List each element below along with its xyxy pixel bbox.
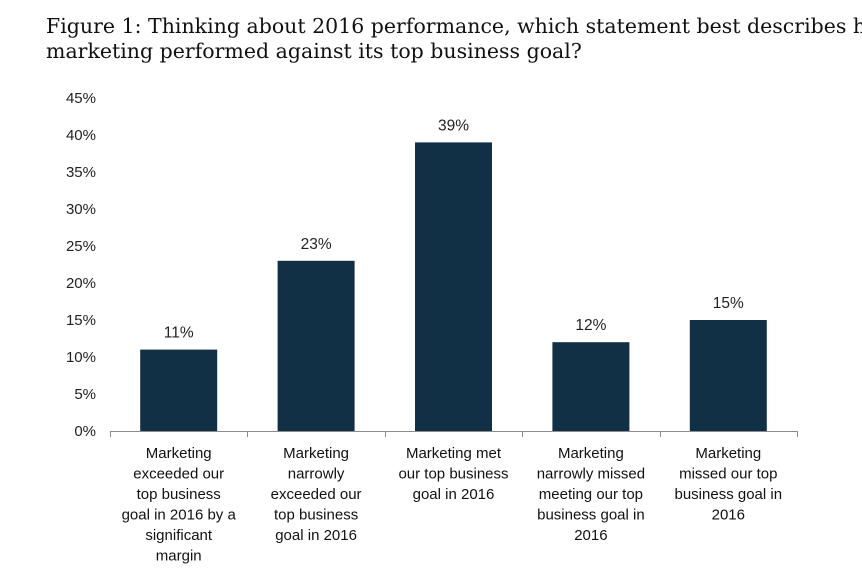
chart-title: Figure 1: Thinking about 2016 performanc… [46, 14, 862, 64]
y-tick-label: 20% [66, 275, 96, 292]
y-tick-label: 5% [74, 386, 96, 403]
bar [689, 320, 767, 431]
y-axis: 0% 5% 10% 15% 20% 25% 30% 35% 40% 45% [66, 90, 96, 440]
data-label: 39% [438, 117, 469, 134]
y-tick-label: 40% [66, 127, 96, 144]
chart-title-line-2: marketing performed against its top busi… [46, 39, 582, 63]
y-tick-label: 35% [66, 164, 96, 181]
y-tick-label: 45% [66, 90, 96, 107]
x-category-label: Marketing missed our top business goal in 2… [675, 445, 783, 524]
x-category-label: Marketing met our top business goal in 201… [398, 445, 508, 503]
x-category-label: Marketing exceeded our top business goal in… [122, 445, 237, 565]
bar [552, 342, 630, 431]
data-label: 15% [713, 295, 744, 312]
bars: 11% 23% 39% 12% 15% [140, 117, 767, 431]
y-tick-label: 30% [66, 201, 96, 218]
data-label: 12% [575, 317, 606, 334]
y-tick-label: 15% [66, 312, 96, 329]
y-tick-label: 0% [74, 423, 96, 440]
y-tick-label: 25% [66, 238, 96, 255]
bar [277, 260, 355, 431]
bar [415, 142, 492, 431]
x-axis: Marketing exceeded our top business goal in… [110, 431, 798, 565]
y-tick-label: 10% [66, 349, 96, 366]
x-category-label: Marketing narrowly exceeded our top busines… [271, 445, 362, 544]
bar [140, 349, 218, 431]
data-label: 23% [301, 236, 332, 253]
x-category-label: Marketing narrowly missed meeting our top b… [537, 445, 645, 544]
chart-title-line-1: Figure 1: Thinking about 2016 performanc… [46, 14, 862, 38]
data-label: 11% [164, 325, 194, 342]
